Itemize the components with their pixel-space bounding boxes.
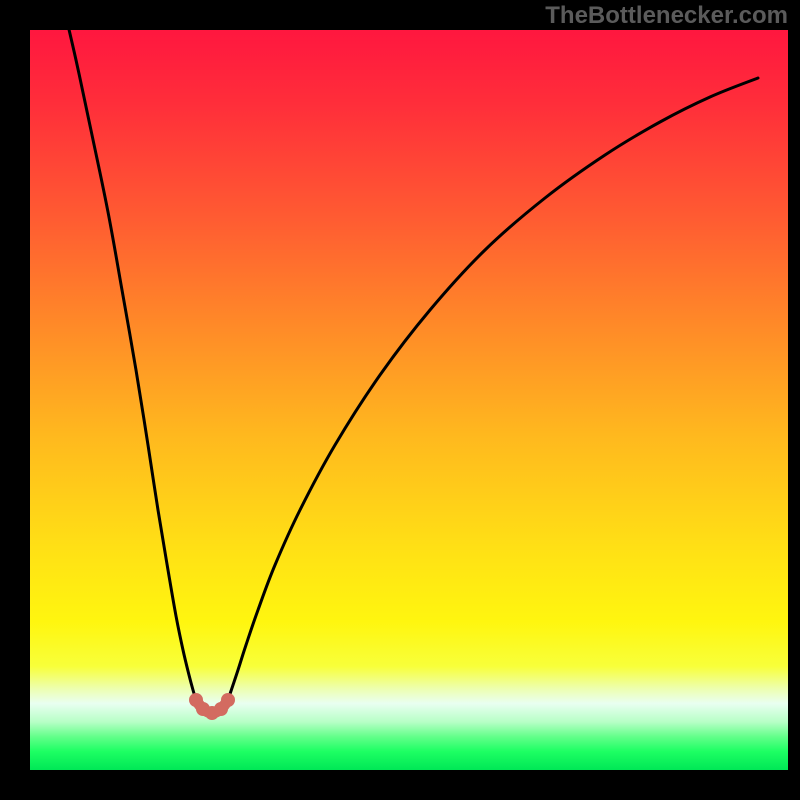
plot-area xyxy=(30,30,788,770)
watermark-text: TheBottlenecker.com xyxy=(545,2,788,30)
gradient-background xyxy=(30,30,788,770)
chart-svg xyxy=(30,30,788,770)
trough-dot xyxy=(221,693,235,707)
